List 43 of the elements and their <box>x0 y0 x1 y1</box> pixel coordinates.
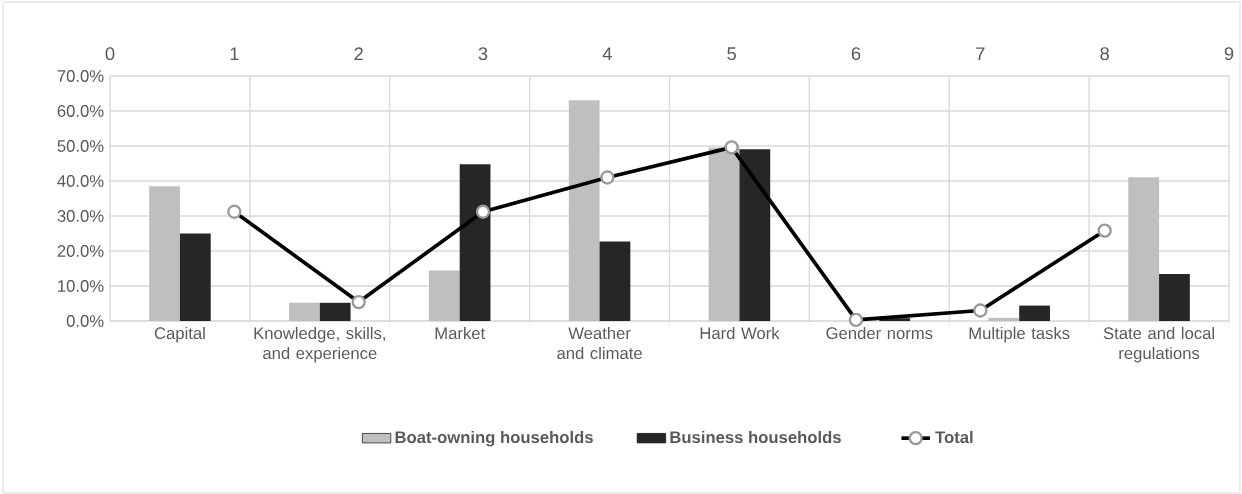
x2-tick-label: 6 <box>851 47 861 61</box>
y-tick-label: 10.0% <box>58 280 104 292</box>
bar <box>319 302 351 321</box>
x2-tick-label: 4 <box>602 47 612 61</box>
y-tick-label: 70.0% <box>57 70 104 82</box>
legend-label: Business households <box>670 430 841 444</box>
y-tick-label: 50.0% <box>57 140 104 152</box>
x2-tick-label: 9 <box>1224 47 1234 61</box>
x2-tick-label: 5 <box>727 47 736 61</box>
bar <box>149 186 180 321</box>
x-tick-label: Hard Work <box>700 326 780 340</box>
x2-tick-label: 3 <box>478 47 488 61</box>
bar <box>459 164 491 321</box>
x2-tick-label: 0 <box>105 47 115 61</box>
bar <box>1019 305 1050 321</box>
x2-tick-label: 7 <box>976 47 985 61</box>
x-tick-label: State and local regulations <box>1103 326 1214 363</box>
x-tick-label: Capital <box>154 326 205 343</box>
bar <box>1128 177 1160 321</box>
bar <box>988 317 1020 321</box>
x2-tick-label: 8 <box>1100 47 1109 61</box>
bar <box>568 100 600 321</box>
legend-label: Boat-owning households <box>395 430 593 447</box>
x-tick-label: Multiple tasks <box>969 326 1070 343</box>
bar <box>599 241 631 321</box>
x2-tick-label: 2 <box>354 47 363 61</box>
bar <box>428 270 460 321</box>
y-tick-label: 40.0% <box>57 175 104 187</box>
x-tick-label: Market <box>435 326 486 340</box>
legend-label: Total <box>935 430 973 444</box>
y-tick-label: 20.0% <box>57 245 104 257</box>
x2-tick-label: 1 <box>230 47 239 61</box>
bar <box>708 147 740 321</box>
bar <box>179 233 211 321</box>
y-tick-label: 30.0% <box>57 210 104 222</box>
bar <box>1159 274 1190 321</box>
x-tick-label: Knowledge, skills, and experience <box>254 326 385 363</box>
x-tick-label: Gender norms <box>826 326 933 340</box>
bar <box>739 149 771 321</box>
y-tick-label: 0.0% <box>66 315 104 327</box>
y-tick-label: 60.0% <box>57 105 104 117</box>
x-tick-label: Weather and climate <box>557 326 642 360</box>
bar <box>289 302 320 321</box>
